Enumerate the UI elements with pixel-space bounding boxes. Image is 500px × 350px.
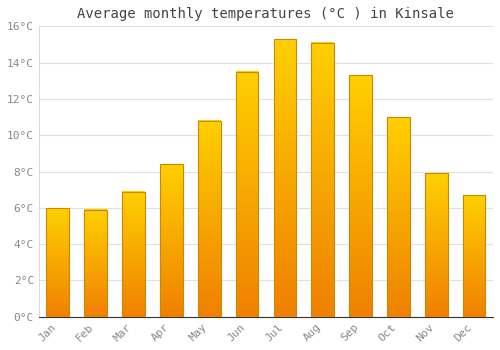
Bar — [46, 208, 69, 317]
Bar — [160, 164, 182, 317]
Bar — [84, 210, 107, 317]
Bar — [312, 43, 334, 317]
Bar — [198, 121, 220, 317]
Bar — [122, 191, 145, 317]
Title: Average monthly temperatures (°C ) in Kinsale: Average monthly temperatures (°C ) in Ki… — [78, 7, 454, 21]
Bar — [122, 191, 145, 317]
Bar — [274, 39, 296, 317]
Bar — [46, 208, 69, 317]
Bar — [236, 72, 258, 317]
Bar — [349, 75, 372, 317]
Bar — [387, 117, 410, 317]
Bar — [236, 72, 258, 317]
Bar — [274, 39, 296, 317]
Bar — [425, 173, 448, 317]
Bar — [312, 43, 334, 317]
Bar — [349, 75, 372, 317]
Bar — [84, 210, 107, 317]
Bar — [160, 164, 182, 317]
Bar — [463, 195, 485, 317]
Bar — [425, 173, 448, 317]
Bar — [463, 195, 485, 317]
Bar — [387, 117, 410, 317]
Bar — [198, 121, 220, 317]
